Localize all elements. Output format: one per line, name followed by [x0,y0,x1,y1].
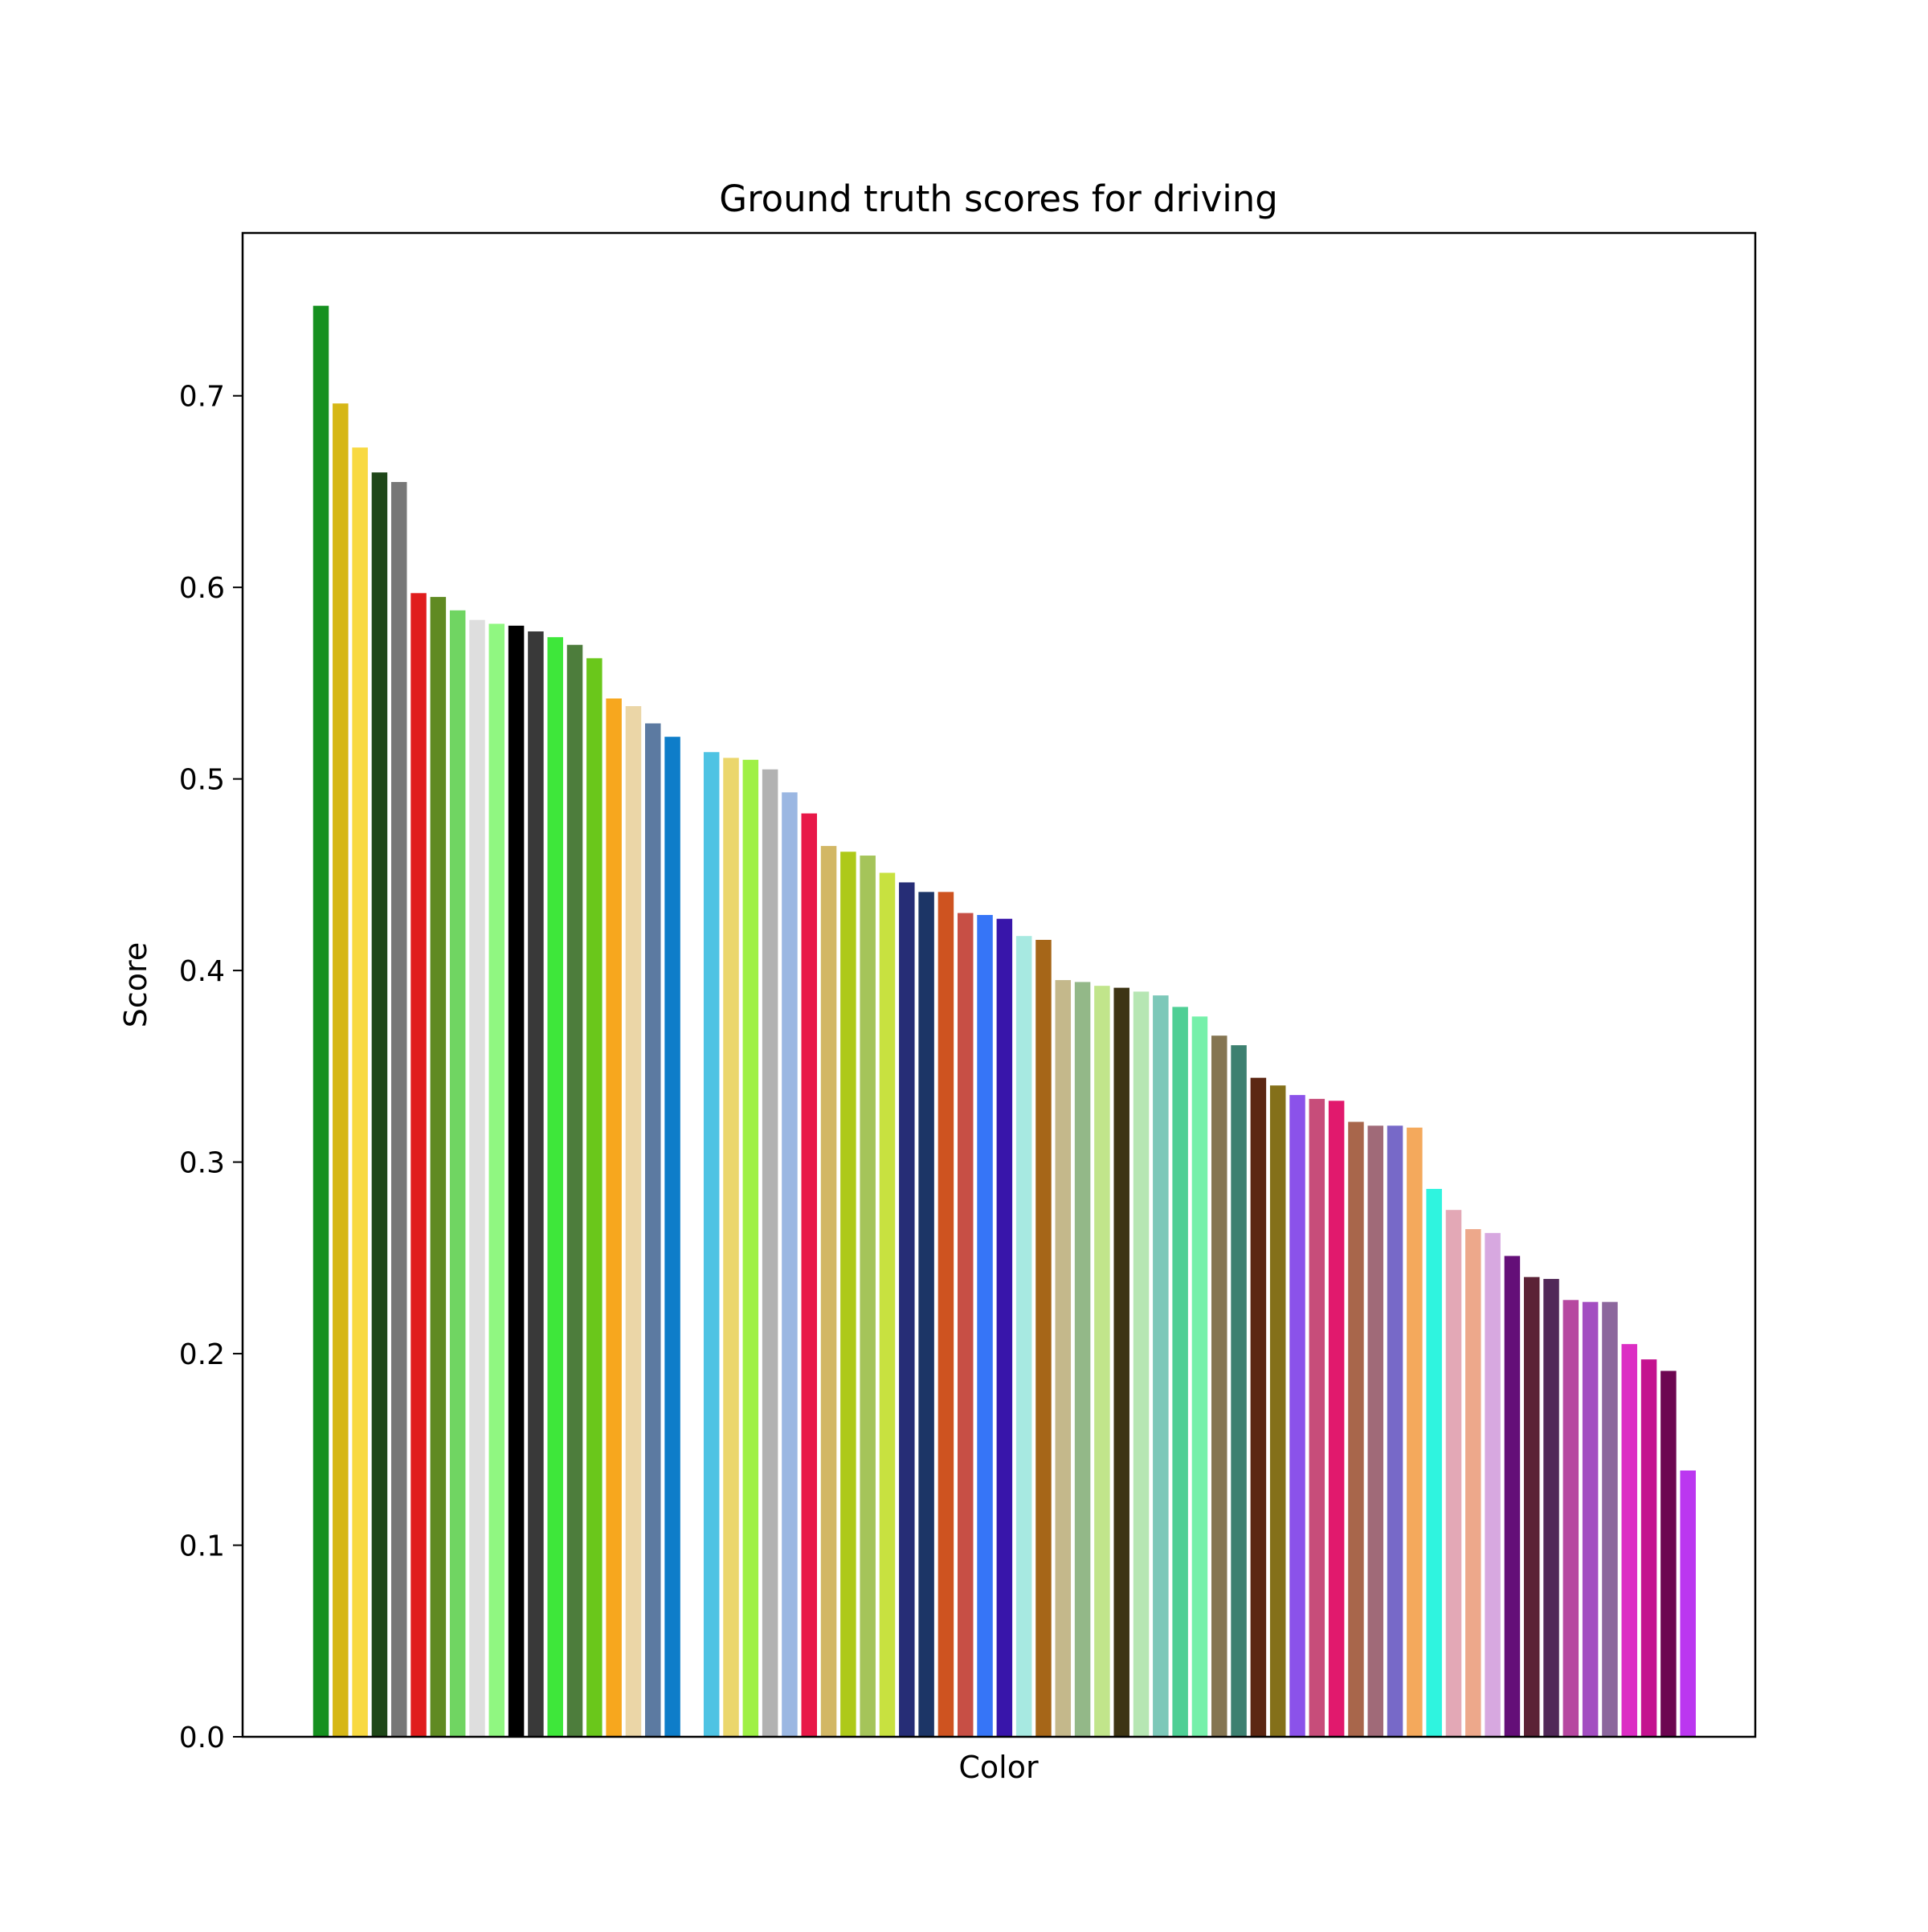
bar-22 [762,769,778,1737]
bar-53 [1367,1125,1383,1737]
bar-45 [1211,1035,1227,1737]
bar-21 [742,759,759,1737]
bar-8 [469,619,485,1738]
bar-63 [1562,1300,1579,1737]
bar-24 [801,813,817,1737]
bars-layer [312,305,1696,1738]
bar-3 [371,472,388,1737]
bar-2 [352,447,368,1737]
bar-54 [1387,1125,1403,1737]
y-axis-ticks: 0.0 0.1 0.2 0.3 0.4 0.5 0.6 0.7 [179,381,243,1754]
bar-1 [333,403,349,1737]
bar-42 [1153,995,1169,1737]
bar-37 [1055,980,1072,1737]
bar-44 [1191,1016,1208,1737]
bar-67 [1640,1359,1657,1737]
bar-57 [1445,1210,1462,1737]
bar-18 [664,737,680,1738]
bar-41 [1133,991,1150,1737]
y-tick-label-0: 0.0 [179,1722,225,1754]
bar-49 [1289,1095,1305,1737]
y-tick-label-7: 0.7 [179,381,225,414]
chart-title: Ground truth scores for driving [719,178,1278,220]
bar-13 [566,644,583,1738]
bar-47 [1250,1077,1267,1737]
bar-64 [1582,1301,1599,1737]
bar-56 [1426,1188,1442,1737]
bar-43 [1172,1007,1188,1737]
bar-31 [937,892,954,1737]
bar-55 [1407,1127,1423,1737]
bar-68 [1660,1370,1677,1737]
y-tick-label-4: 0.4 [179,955,225,988]
bar-61 [1523,1276,1540,1737]
bar-62 [1543,1279,1559,1737]
bar-9 [488,623,505,1737]
bar-26 [840,852,856,1737]
bar-11 [528,631,544,1737]
bar-66 [1621,1344,1638,1737]
bar-27 [860,856,876,1737]
bar-59 [1485,1232,1501,1737]
bar-35 [1015,936,1032,1737]
bar-39 [1094,986,1110,1737]
bar-69 [1680,1470,1696,1737]
bar-38 [1074,982,1091,1737]
bar-33 [977,914,993,1737]
bar-10 [508,625,525,1737]
y-tick-label-2: 0.2 [179,1338,225,1371]
bar-48 [1269,1085,1286,1737]
bar-32 [957,913,974,1737]
bar-15 [606,698,622,1737]
y-tick-label-3: 0.3 [179,1147,225,1180]
bar-19 [703,752,720,1737]
bar-4 [390,482,407,1737]
bar-16 [625,706,642,1737]
bar-51 [1328,1101,1345,1737]
bar-0 [312,305,329,1737]
bar-6 [430,597,447,1737]
bar-58 [1465,1229,1481,1737]
y-tick-label-6: 0.6 [179,572,225,605]
bar-34 [996,918,1013,1737]
bar-17 [645,723,661,1737]
bar-28 [879,872,896,1737]
bar-60 [1504,1256,1521,1737]
y-tick-label-1: 0.1 [179,1530,225,1563]
bar-29 [899,882,915,1737]
y-tick-label-5: 0.5 [179,764,225,797]
bar-23 [782,792,798,1737]
y-axis-label: Score [118,942,153,1027]
bar-5 [411,593,427,1737]
bar-20 [723,758,739,1738]
bar-65 [1602,1301,1618,1737]
bar-46 [1231,1045,1247,1737]
x-axis-label: Color [958,1750,1039,1785]
bar-52 [1348,1121,1364,1737]
bar-7 [449,610,466,1737]
bar-12 [547,637,563,1738]
bar-30 [918,892,934,1737]
bar-36 [1035,939,1052,1737]
bar-50 [1309,1098,1326,1737]
bar-40 [1113,987,1129,1737]
bar-14 [586,658,602,1738]
plot-frame [241,231,1757,1738]
bar-25 [820,846,837,1737]
